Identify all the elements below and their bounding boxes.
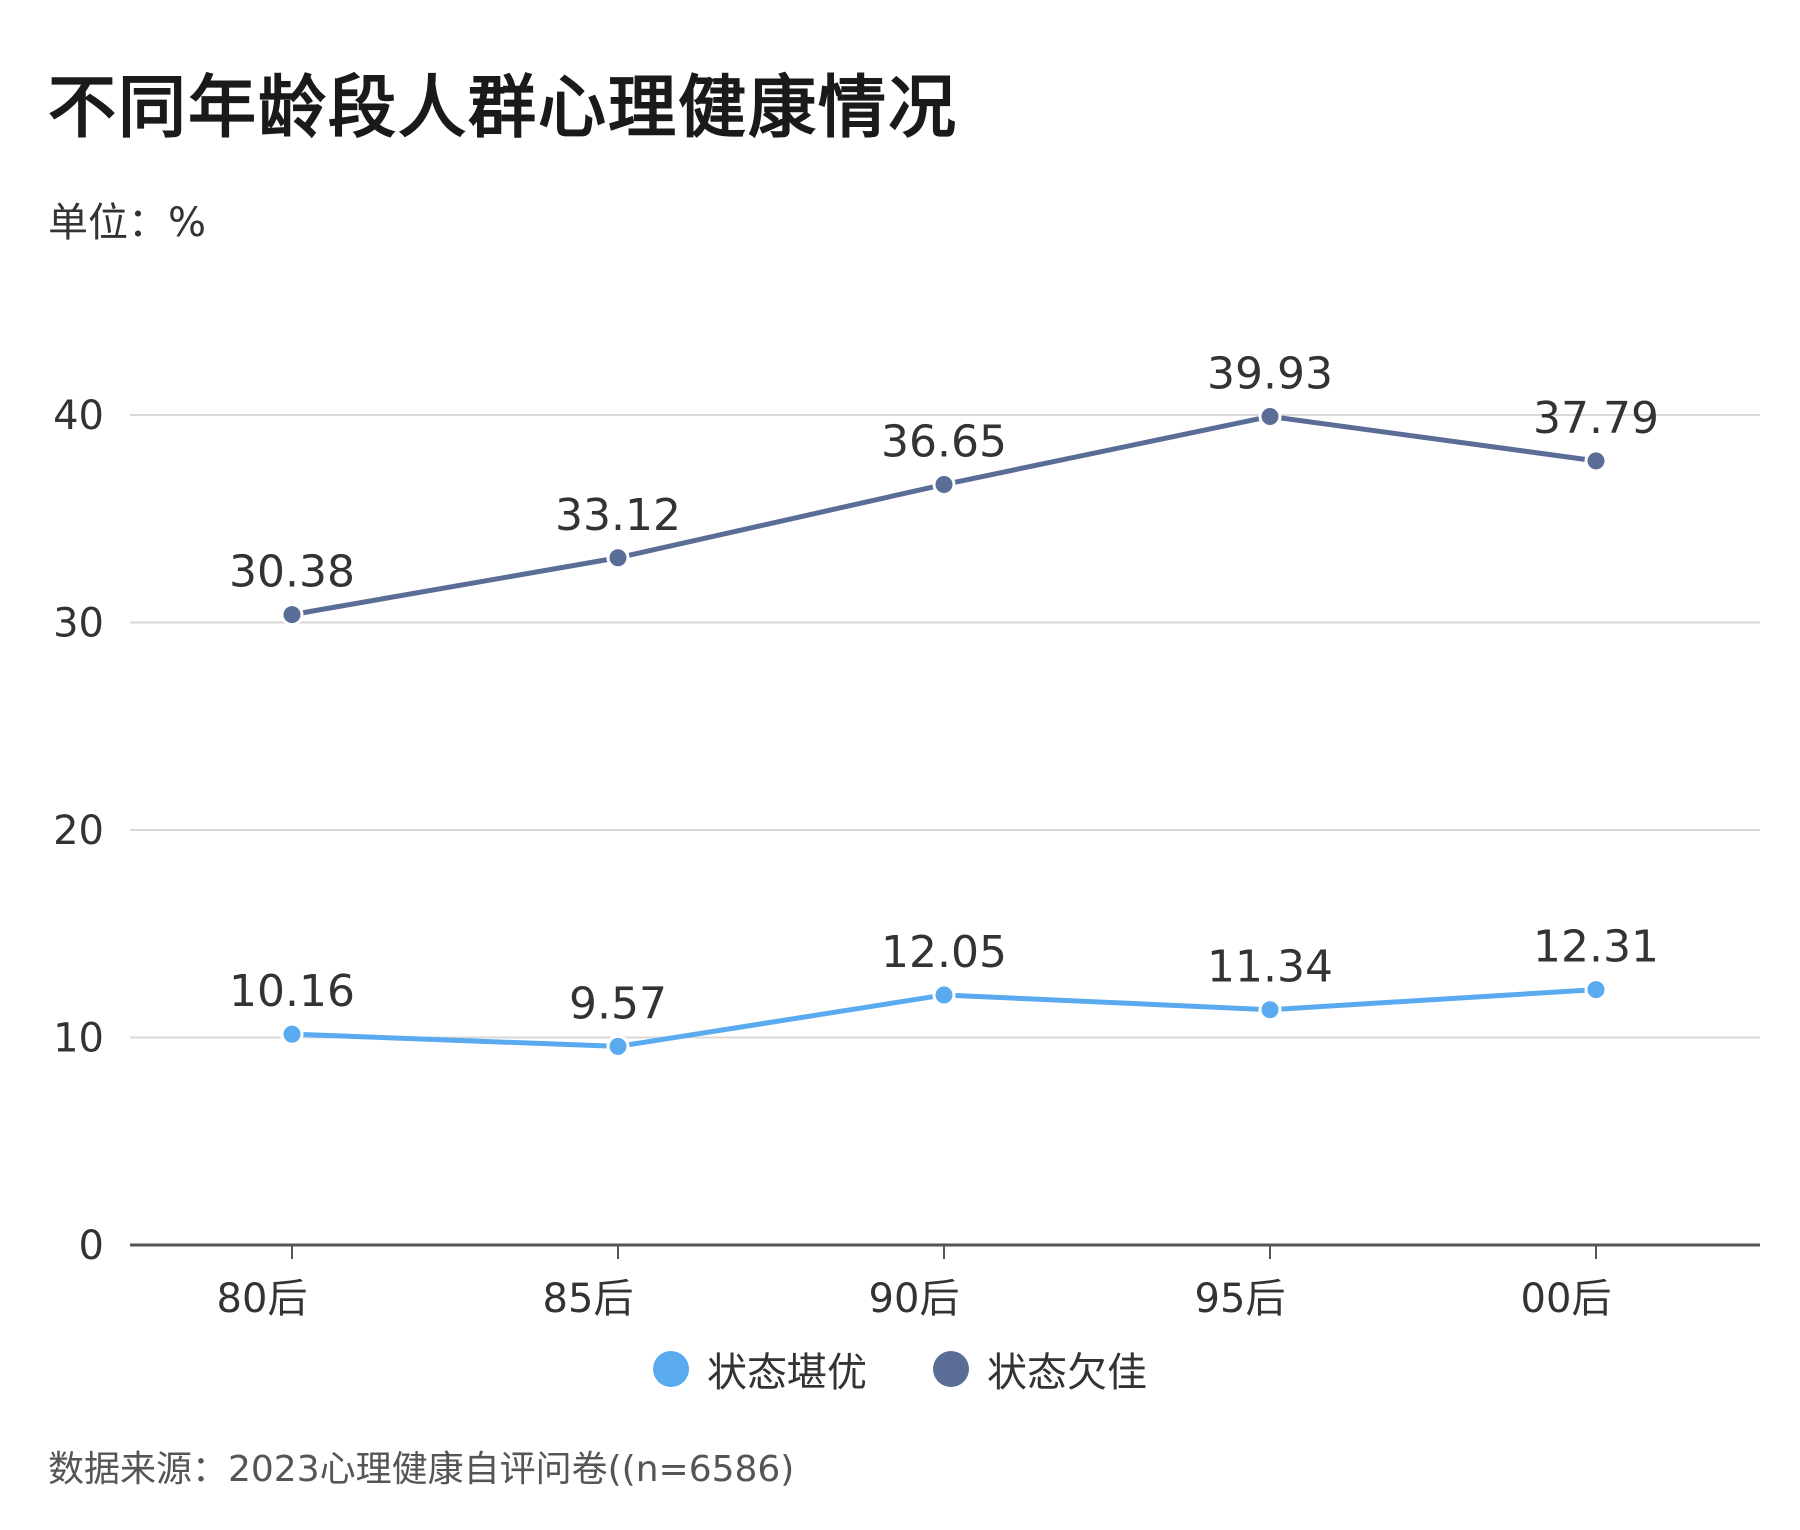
x-tick-label: 85后 bbox=[543, 1276, 634, 1322]
chart-title: 不同年龄段人群心理健康情况 bbox=[48, 69, 959, 148]
data-label: 10.16 bbox=[229, 966, 355, 1017]
legend-item[interactable]: 状态堪优 bbox=[653, 1340, 867, 1398]
y-axis-ticks: 0 10 20 30 40 bbox=[53, 393, 104, 1269]
x-tick-label: 80后 bbox=[217, 1276, 308, 1322]
legend-swatch-icon bbox=[653, 1351, 689, 1387]
x-tick-label: 90后 bbox=[869, 1276, 960, 1322]
y-tick-label: 10 bbox=[53, 1016, 104, 1062]
data-point bbox=[932, 473, 956, 497]
data-label: 30.38 bbox=[229, 547, 355, 598]
data-point bbox=[606, 1034, 630, 1058]
y-tick-label: 20 bbox=[53, 808, 104, 854]
source-note: 数据来源：2023心理健康自评问卷((n=6586) bbox=[48, 1449, 795, 1490]
data-label: 12.05 bbox=[881, 927, 1007, 978]
data-point bbox=[1584, 449, 1608, 473]
x-axis-ticks: 80后 85后 90后 95后 00后 bbox=[217, 1245, 1612, 1322]
data-point bbox=[1258, 404, 1282, 428]
data-label: 36.65 bbox=[881, 417, 1007, 468]
legend-item[interactable]: 状态欠佳 bbox=[933, 1340, 1147, 1398]
unit-label: 单位：% bbox=[48, 200, 207, 246]
data-label: 33.12 bbox=[555, 490, 681, 541]
data-point bbox=[932, 983, 956, 1007]
x-tick-label: 95后 bbox=[1195, 1276, 1286, 1322]
data-label: 39.93 bbox=[1207, 348, 1333, 399]
y-tick-label: 40 bbox=[53, 393, 104, 439]
y-tick-label: 0 bbox=[79, 1223, 104, 1269]
data-point bbox=[280, 603, 304, 627]
data-point bbox=[280, 1022, 304, 1046]
series-2: 30.38 33.12 36.65 39.93 37.79 bbox=[229, 348, 1659, 627]
series-1: 10.16 9.57 12.05 11.34 12.31 bbox=[229, 922, 1659, 1058]
data-point bbox=[606, 546, 630, 570]
x-tick-label: 00后 bbox=[1521, 1276, 1612, 1322]
data-label: 11.34 bbox=[1207, 942, 1333, 993]
data-label: 12.31 bbox=[1533, 922, 1659, 973]
data-label: 9.57 bbox=[569, 978, 667, 1029]
data-point bbox=[1584, 978, 1608, 1002]
legend-label: 状态欠佳 bbox=[987, 1350, 1147, 1396]
legend: 状态堪优 状态欠佳 bbox=[0, 1340, 1800, 1398]
legend-label: 状态堪优 bbox=[707, 1350, 867, 1396]
data-point bbox=[1258, 998, 1282, 1022]
data-label: 37.79 bbox=[1533, 393, 1659, 444]
legend-swatch-icon bbox=[933, 1351, 969, 1387]
y-tick-label: 30 bbox=[53, 601, 104, 647]
